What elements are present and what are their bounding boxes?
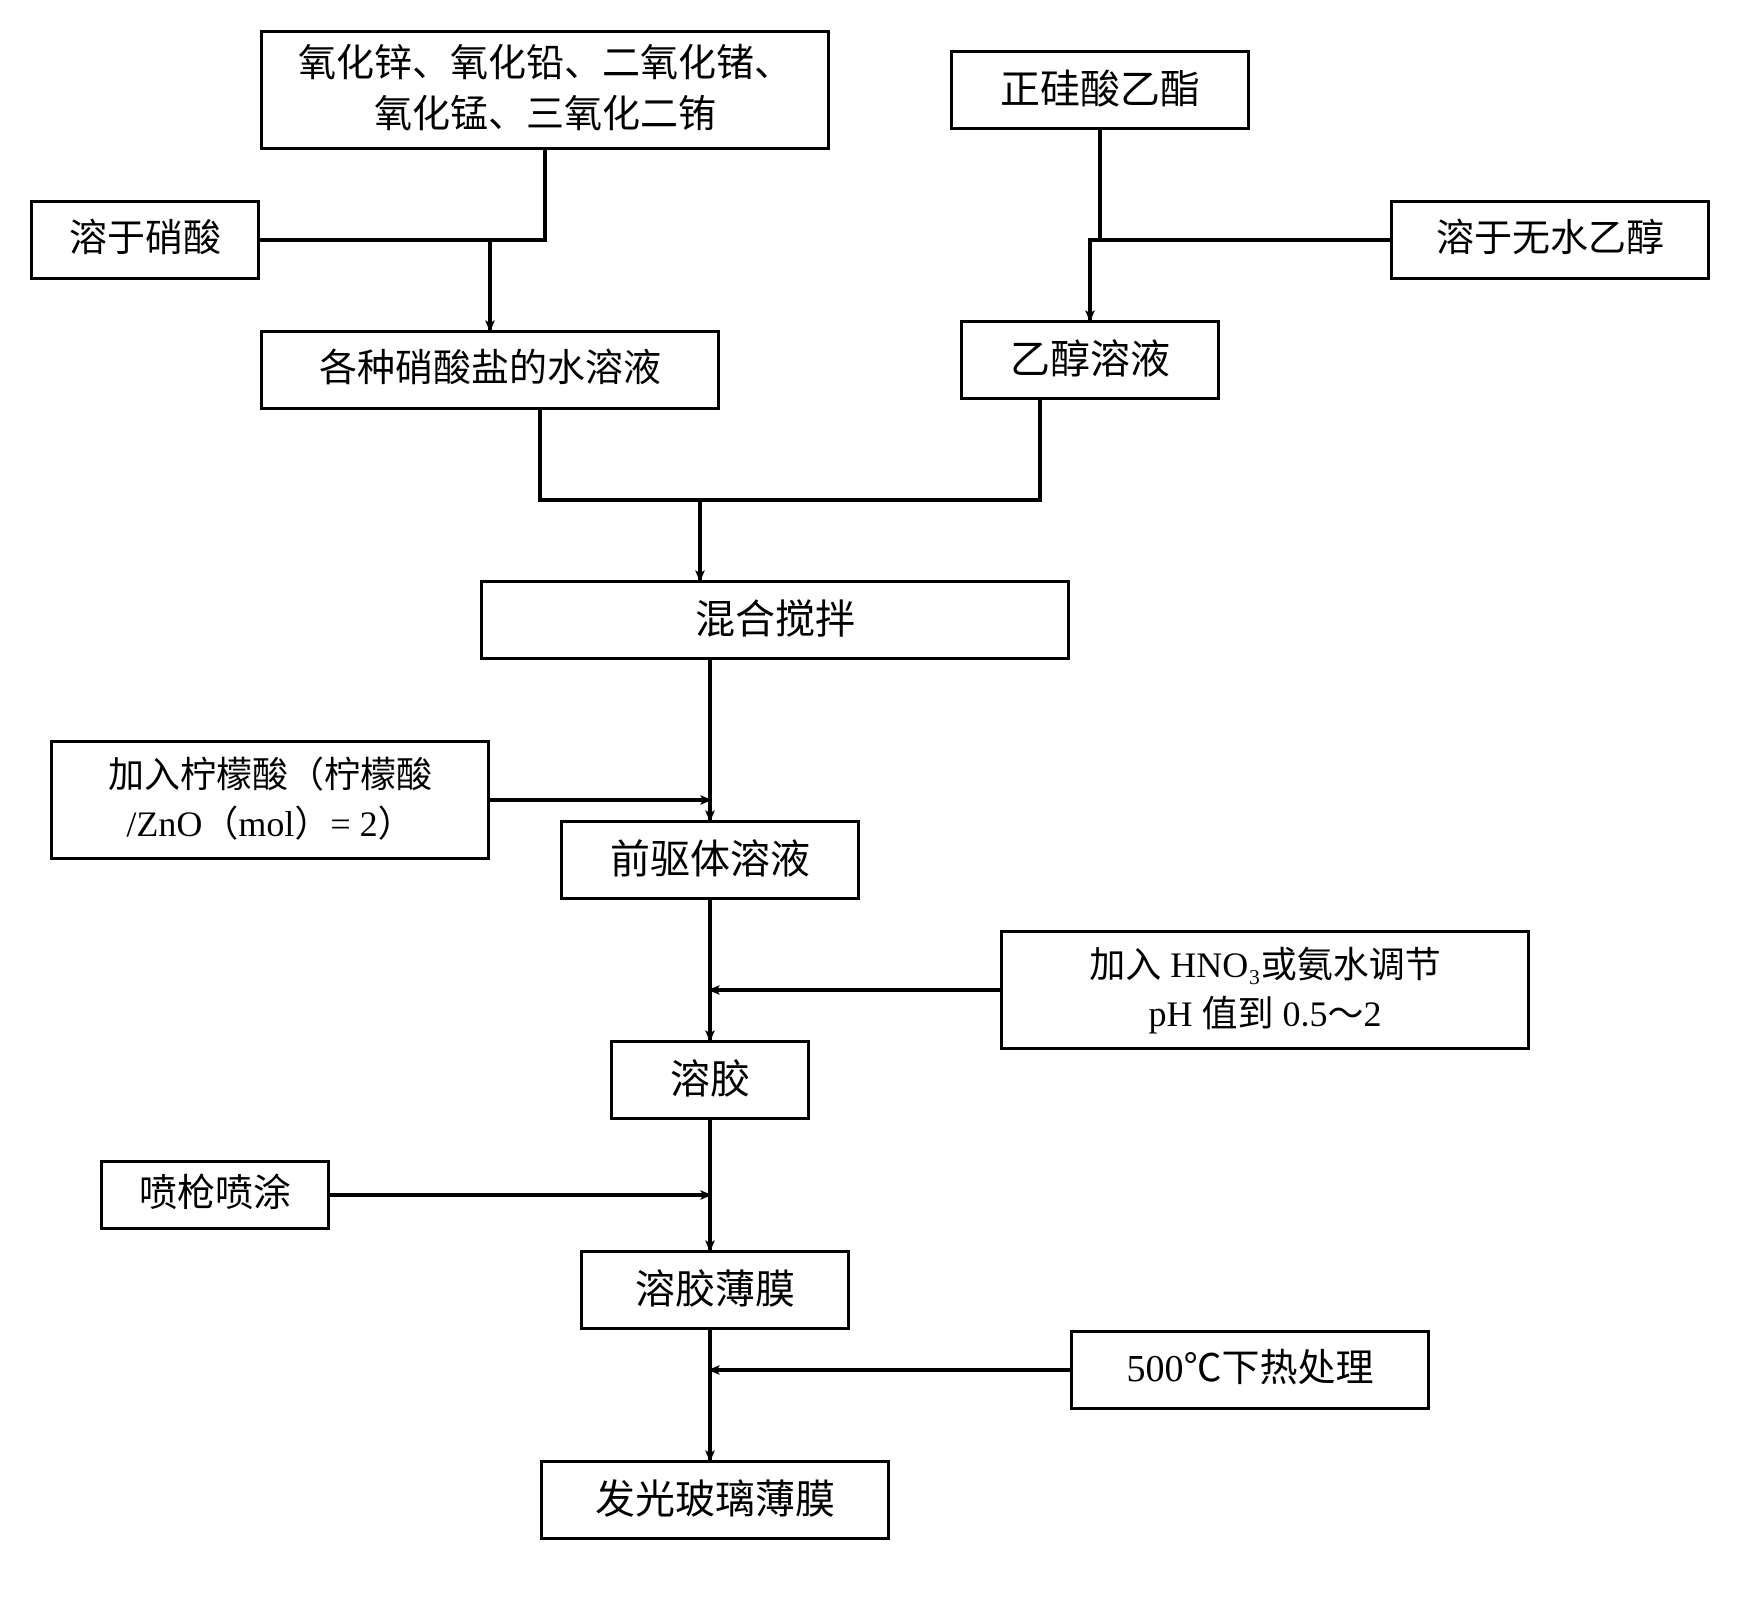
node-oxides: 氧化锌、氧化铅、二氧化锗、 氧化锰、三氧化二铕	[260, 30, 830, 150]
node-label: 乙醇溶液	[1010, 333, 1170, 387]
node-dissolve_hno3: 溶于硝酸	[30, 200, 260, 280]
node-label: 各种硝酸盐的水溶液	[319, 344, 661, 395]
node-mix: 混合搅拌	[480, 580, 1070, 660]
node-label: 氧化锌、氧化铅、二氧化锗、 氧化锰、三氧化二铕	[298, 39, 792, 142]
node-ph: 加入 HNO₃或氨水调节 pH 值到 0.5～2	[1000, 930, 1530, 1050]
node-sol: 溶胶	[610, 1040, 810, 1120]
node-label: 前驱体溶液	[610, 833, 810, 887]
node-dissolve_etoh: 溶于无水乙醇	[1390, 200, 1710, 280]
node-final: 发光玻璃薄膜	[540, 1460, 890, 1540]
edge-nitrate_sol-mix	[540, 410, 700, 580]
edge-oxides-nitrate_sol	[490, 150, 545, 330]
node-label: 溶胶薄膜	[635, 1263, 795, 1317]
node-teos: 正硅酸乙酯	[950, 50, 1250, 130]
node-label: 加入 HNO₃或氨水调节 pH 值到 0.5～2	[1089, 941, 1441, 1038]
node-sol_film: 溶胶薄膜	[580, 1250, 850, 1330]
node-heat: 500℃下热处理	[1070, 1330, 1430, 1410]
node-etoh_sol: 乙醇溶液	[960, 320, 1220, 400]
node-citric: 加入柠檬酸（柠檬酸 /ZnO（mol）= 2）	[50, 740, 490, 860]
node-nitrate_sol: 各种硝酸盐的水溶液	[260, 330, 720, 410]
edge-etoh_sol-mix	[700, 400, 1040, 500]
node-label: 喷枪喷涂	[139, 1169, 291, 1220]
node-label: 500℃下热处理	[1126, 1344, 1373, 1395]
node-precursor: 前驱体溶液	[560, 820, 860, 900]
node-label: 发光玻璃薄膜	[595, 1473, 835, 1527]
node-label: 溶胶	[670, 1053, 750, 1107]
node-label: 混合搅拌	[695, 593, 855, 647]
edge-teos-etoh_sol	[1090, 130, 1100, 320]
node-label: 正硅酸乙酯	[1000, 63, 1200, 117]
node-spray: 喷枪喷涂	[100, 1160, 330, 1230]
node-label: 加入柠檬酸（柠檬酸 /ZnO（mol）= 2）	[108, 751, 432, 848]
node-label: 溶于无水乙醇	[1436, 214, 1664, 265]
node-label: 溶于硝酸	[69, 214, 221, 265]
